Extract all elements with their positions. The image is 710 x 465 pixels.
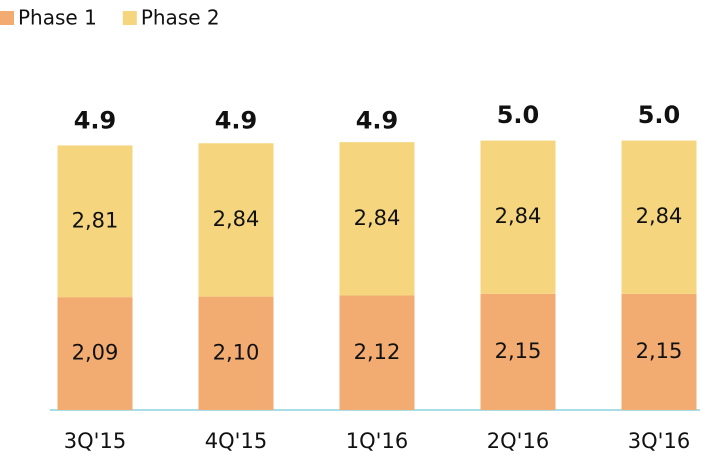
x-tick-label: 2Q'16 bbox=[487, 429, 549, 453]
total-label: 4.9 bbox=[215, 106, 258, 134]
value-label: 2,84 bbox=[354, 206, 401, 230]
value-label: 2,84 bbox=[636, 204, 683, 228]
bar-segment bbox=[339, 142, 415, 296]
value-label: 2,84 bbox=[495, 204, 542, 228]
value-label: 2,10 bbox=[213, 340, 260, 364]
bar-segment bbox=[480, 293, 556, 410]
bar-segment bbox=[339, 295, 415, 410]
legend-swatch bbox=[0, 11, 14, 25]
bar-segment bbox=[57, 145, 133, 298]
x-tick-label: 3Q'15 bbox=[64, 429, 126, 453]
total-label: 4.9 bbox=[74, 106, 117, 134]
x-tick-label: 3Q'16 bbox=[628, 429, 690, 453]
value-label: 2,15 bbox=[495, 339, 542, 363]
total-label: 4.9 bbox=[356, 106, 399, 134]
legend-label: Phase 2 bbox=[141, 6, 220, 30]
value-label: 2,09 bbox=[72, 341, 119, 365]
value-label: 2,81 bbox=[72, 208, 119, 232]
value-label: 2,84 bbox=[213, 207, 260, 231]
value-label: 2,12 bbox=[354, 340, 401, 364]
bar-segment bbox=[57, 297, 133, 410]
total-label: 5.0 bbox=[638, 101, 681, 129]
bar-segment bbox=[480, 140, 556, 294]
bar-segment bbox=[621, 293, 697, 410]
total-label: 5.0 bbox=[497, 101, 540, 129]
x-tick-label: 4Q'15 bbox=[205, 429, 267, 453]
bar-segment bbox=[198, 143, 274, 297]
value-label: 2,15 bbox=[636, 339, 683, 363]
bar-segment bbox=[621, 140, 697, 294]
legend-label: Phase 1 bbox=[18, 6, 97, 30]
x-tick-label: 1Q'16 bbox=[346, 429, 408, 453]
bar-segment bbox=[198, 296, 274, 410]
legend-swatch bbox=[122, 11, 137, 25]
